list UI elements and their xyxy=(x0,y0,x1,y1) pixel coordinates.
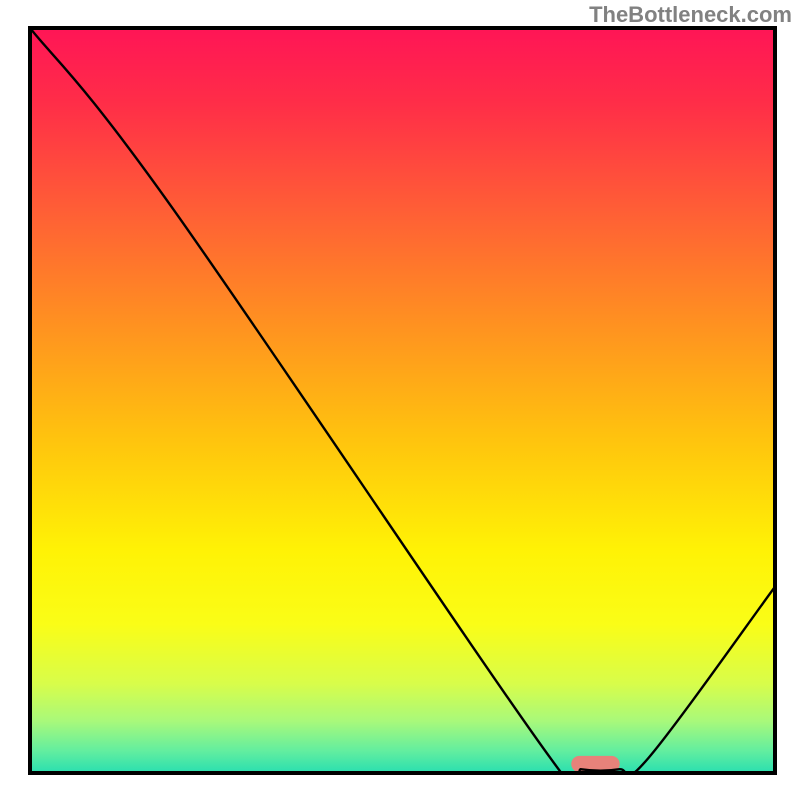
plot-background xyxy=(30,28,775,773)
bottleneck-curve-chart xyxy=(0,0,800,800)
watermark-text: TheBottleneck.com xyxy=(589,2,792,28)
